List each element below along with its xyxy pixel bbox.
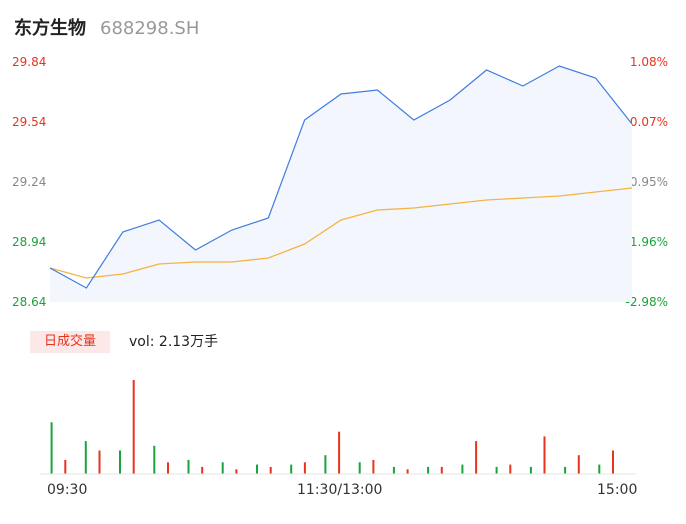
right-axis-label: -2.98% <box>625 295 668 309</box>
volume-bar-up <box>167 462 169 475</box>
volume-bar-down <box>187 459 190 474</box>
volume-bar-down <box>392 466 395 474</box>
volume-bar-up <box>201 466 204 474</box>
price-area-fill <box>50 66 632 302</box>
time-label-midday: 11:30/13:00 <box>297 482 383 498</box>
volume-bar-up <box>338 431 341 474</box>
volume-bar-down <box>529 466 532 474</box>
volume-bar-down <box>495 466 498 474</box>
volume-bar-up <box>612 450 614 474</box>
right-axis-label: 0.07% <box>629 115 668 129</box>
volume-bar-up <box>543 436 546 474</box>
volume-bar-up <box>475 441 478 474</box>
volume-bar-down <box>461 464 464 474</box>
volume-bar-up <box>132 380 135 474</box>
left-axis-label: 28.64 <box>12 295 47 309</box>
stock-header: 东方生物 688298.SH <box>14 14 199 40</box>
volume-bar-up <box>269 466 272 474</box>
volume-bar-up <box>235 469 238 474</box>
volume-bar-down <box>358 462 361 475</box>
volume-bar-up <box>440 466 443 474</box>
price-line <box>49 65 633 289</box>
daily-volume-tab[interactable]: 日成交量 <box>30 331 110 353</box>
left-axis-label: 29.84 <box>12 55 47 69</box>
volume-bar-up <box>372 459 375 474</box>
right-axis-label: 1.08% <box>629 55 668 69</box>
left-axis-label: 29.54 <box>12 115 47 129</box>
volume-bar-up <box>98 450 101 474</box>
stock-name: 东方生物 <box>14 18 86 39</box>
right-axis-label: -0.95% <box>625 175 668 189</box>
volume-bar-down <box>598 464 601 474</box>
volume-bar-up <box>64 459 67 474</box>
volume-bar-down <box>50 422 53 474</box>
volume-bar-down <box>119 450 121 474</box>
volume-bar-down <box>256 464 258 474</box>
volume-bar-up <box>577 455 580 474</box>
volume-bar-down <box>153 445 156 474</box>
time-label-close: 15:00 <box>597 482 638 498</box>
volume-bar-down <box>324 455 327 474</box>
volume-bar-down <box>290 464 293 474</box>
time-label-open: 09:30 <box>47 482 88 498</box>
left-axis-label: 29.24 <box>12 175 47 189</box>
average-price-line <box>49 187 633 279</box>
volume-bar-up <box>406 469 409 474</box>
volume-bar-down <box>564 466 567 474</box>
volume-bar-down <box>221 462 224 475</box>
volume-bar-up <box>509 464 512 474</box>
volume-bar-up <box>303 462 306 475</box>
volume-summary: vol: 2.13万手 <box>129 334 219 350</box>
right-axis-label: -1.96% <box>625 235 668 249</box>
volume-bar-down <box>427 466 430 474</box>
volume-bar-down <box>84 441 87 474</box>
stock-code: 688298.SH <box>100 18 200 39</box>
left-axis-label: 28.94 <box>12 235 47 249</box>
